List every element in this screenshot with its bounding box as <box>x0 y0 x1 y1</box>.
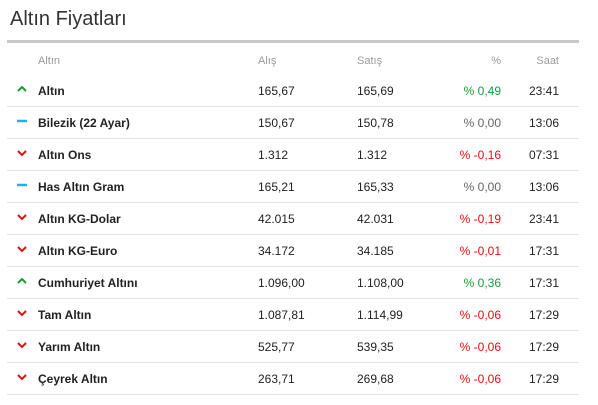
row-buy-price: 1.312 <box>258 148 289 162</box>
dash-icon <box>16 180 28 190</box>
table-row[interactable]: Yarım Altın 525,77 539,35 % -0,06 17:29 <box>7 331 579 363</box>
row-sell-price: 1.312 <box>357 148 388 162</box>
row-buy-price: 34.172 <box>258 244 295 258</box>
table-row[interactable]: Bilezik (22 Ayar) 150,67 150,78 % 0,00 13:06 <box>7 107 579 139</box>
row-time: 23:41 <box>528 84 559 98</box>
row-change-percent: % -0,06 <box>459 340 501 354</box>
row-buy-price: 525,77 <box>258 340 295 354</box>
table-row[interactable]: Altın KG-Euro 34.172 34.185 % -0,01 17:31 <box>7 235 579 267</box>
table-header: Altın Alış Satış % Saat <box>7 49 579 75</box>
table-row[interactable]: Altın KG-Dolar 42.015 42.031 % -0,19 23:41 <box>7 203 579 235</box>
row-time: 17:31 <box>528 244 559 258</box>
row-change-percent: % 0,49 <box>463 84 501 98</box>
row-name: Altın KG-Dolar <box>38 212 121 226</box>
arrow-down-icon <box>16 308 28 318</box>
row-name: Altın <box>38 84 65 98</box>
row-name: Çeyrek Altın <box>38 372 108 386</box>
title-divider <box>7 40 579 43</box>
row-name: Tam Altın <box>38 308 92 322</box>
row-buy-price: 1.087,81 <box>258 308 305 322</box>
row-time: 23:41 <box>528 212 559 226</box>
row-sell-price: 42.031 <box>357 212 394 226</box>
row-time: 07:31 <box>528 148 559 162</box>
row-time: 13:06 <box>528 180 559 194</box>
dash-icon <box>16 116 28 126</box>
row-buy-price: 1.096,00 <box>258 276 305 290</box>
row-change-percent: % -0,01 <box>459 244 501 258</box>
table-row[interactable]: Çeyrek Altın 263,71 269,68 % -0,06 17:29 <box>7 363 579 395</box>
table-row[interactable]: Altın Ons 1.312 1.312 % -0,16 07:31 <box>7 139 579 171</box>
row-sell-price: 1.108,00 <box>357 276 404 290</box>
row-buy-price: 42.015 <box>258 212 295 226</box>
row-change-percent: % 0,36 <box>463 276 501 290</box>
row-time: 17:29 <box>528 372 559 386</box>
row-name: Cumhuriyet Altını <box>38 276 138 290</box>
arrow-down-icon <box>16 244 28 254</box>
row-buy-price: 165,21 <box>258 180 295 194</box>
row-buy-price: 263,71 <box>258 372 295 386</box>
widget-title: Altın Fiyatları <box>10 8 127 30</box>
row-sell-price: 165,69 <box>357 84 394 98</box>
arrow-down-icon <box>16 340 28 350</box>
header-time: Saat <box>536 55 559 67</box>
row-time: 17:31 <box>528 276 559 290</box>
row-buy-price: 165,67 <box>258 84 295 98</box>
arrow-up-icon <box>16 276 28 286</box>
table-row[interactable]: Altın 165,67 165,69 % 0,49 23:41 <box>7 75 579 107</box>
arrow-up-icon <box>16 84 28 94</box>
row-buy-price: 150,67 <box>258 116 295 130</box>
header-percent: % <box>491 55 501 67</box>
row-name: Altın KG-Euro <box>38 244 118 258</box>
row-time: 17:29 <box>528 308 559 322</box>
arrow-down-icon <box>16 372 28 382</box>
row-sell-price: 165,33 <box>357 180 394 194</box>
table-row[interactable]: Has Altın Gram 165,21 165,33 % 0,00 13:06 <box>7 171 579 203</box>
row-sell-price: 1.114,99 <box>357 308 403 322</box>
row-change-percent: % -0,06 <box>459 372 501 386</box>
row-name: Yarım Altın <box>38 340 101 354</box>
header-sell: Satış <box>357 55 383 67</box>
row-name: Bilezik (22 Ayar) <box>38 116 130 130</box>
header-name: Altın <box>38 55 61 67</box>
header-buy: Alış <box>258 55 277 67</box>
arrow-down-icon <box>16 148 28 158</box>
row-time: 17:29 <box>528 340 559 354</box>
row-sell-price: 34.185 <box>357 244 394 258</box>
row-sell-price: 269,68 <box>357 372 394 386</box>
row-name: Altın Ons <box>38 148 92 162</box>
table-row[interactable]: Tam Altın 1.087,81 1.114,99 % -0,06 17:29 <box>7 299 579 331</box>
row-change-percent: % -0,16 <box>459 148 501 162</box>
arrow-down-icon <box>16 212 28 222</box>
table-row[interactable]: Cumhuriyet Altını 1.096,00 1.108,00 % 0,36 1… <box>7 267 579 299</box>
row-change-percent: % -0,06 <box>459 308 501 322</box>
gold-prices-widget: Altın Fiyatları Altın Alış Satış % Saat … <box>7 0 579 405</box>
row-time: 13:06 <box>528 116 559 130</box>
row-sell-price: 150,78 <box>357 116 394 130</box>
row-change-percent: % -0,19 <box>459 212 501 226</box>
row-sell-price: 539,35 <box>357 340 394 354</box>
row-change-percent: % 0,00 <box>463 180 501 194</box>
row-name: Has Altın Gram <box>38 180 125 194</box>
row-change-percent: % 0,00 <box>463 116 501 130</box>
